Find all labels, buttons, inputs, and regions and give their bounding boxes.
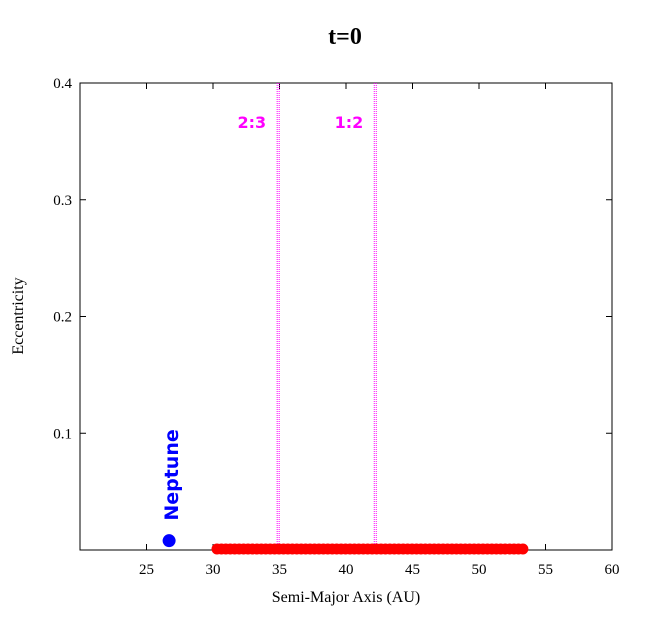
y-tick-label: 0.1 [53, 426, 72, 442]
axis-ticks: 25 30 35 40 45 50 55 60 0.1 0.2 0.3 0.4 [53, 76, 619, 578]
neptune-point [162, 534, 176, 548]
planetesimal-points [211, 543, 529, 555]
y-tick-label: 0.2 [53, 310, 72, 326]
y-tick-label: 0.3 [53, 193, 72, 209]
y-tick-label: 0.4 [53, 76, 72, 92]
x-tick-label: 45 [405, 562, 420, 578]
x-tick-label: 50 [472, 562, 487, 578]
plot-frame [79, 82, 613, 551]
x-tick-label: 40 [339, 562, 354, 578]
planetesimal-point [517, 543, 529, 555]
chart-title: t=0 [328, 24, 362, 50]
x-tick-label: 30 [206, 562, 221, 578]
resonance-label: 2:3 [237, 113, 266, 132]
x-tick-label: 35 [272, 562, 287, 578]
y-axis-label: Eccentricity [10, 277, 27, 354]
planet: Neptune [161, 429, 183, 548]
resonance-label: 1:2 [335, 113, 364, 132]
x-tick-label: 55 [538, 562, 553, 578]
x-tick-label: 60 [605, 562, 620, 578]
x-axis-label: Semi-Major Axis (AU) [272, 589, 420, 606]
neptune-label: Neptune [161, 429, 183, 520]
x-tick-label: 25 [139, 562, 154, 578]
resonance-lines: 2:3 1:2 [237, 83, 377, 550]
